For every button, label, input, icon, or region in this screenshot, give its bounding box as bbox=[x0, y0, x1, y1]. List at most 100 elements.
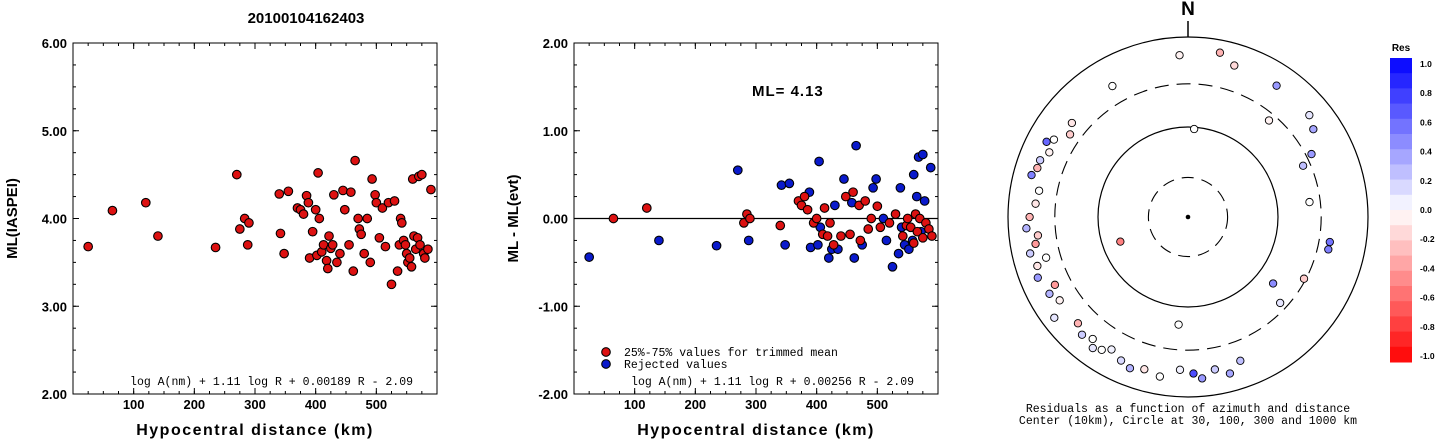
station-residual-point bbox=[1230, 61, 1239, 70]
colorbar-segment bbox=[1390, 286, 1412, 302]
colorbar-tick-label: -1.0 bbox=[1420, 351, 1435, 361]
station-residual-point bbox=[1197, 374, 1207, 383]
station-residual-point bbox=[1309, 125, 1318, 134]
x-tick-label: 500 bbox=[866, 397, 888, 412]
colorbar-tick-label: -0.6 bbox=[1420, 293, 1435, 303]
station-residual-point bbox=[1215, 48, 1225, 57]
station-residual-point bbox=[1035, 156, 1045, 165]
station-residual-point bbox=[1033, 163, 1042, 173]
station-residual-point bbox=[1033, 261, 1042, 271]
station-residual-point bbox=[1088, 334, 1097, 344]
colorbar-segment bbox=[1390, 149, 1412, 165]
x-axis-label: Hypocentral distance (km) bbox=[637, 422, 875, 439]
rejected-point bbox=[784, 178, 795, 189]
y-tick-label: 2.00 bbox=[543, 36, 568, 51]
colorbar-segment bbox=[1390, 179, 1412, 196]
data-point bbox=[396, 218, 407, 228]
rejected-point bbox=[851, 140, 861, 151]
data-point bbox=[307, 226, 318, 237]
trimmed-mean-point bbox=[905, 222, 916, 233]
station-residual-point bbox=[1025, 212, 1034, 222]
station-residual-point bbox=[1045, 148, 1054, 157]
rejected-point bbox=[849, 253, 860, 263]
rejected-point bbox=[839, 174, 849, 184]
station-residual-point bbox=[1190, 124, 1199, 134]
data-point bbox=[423, 244, 433, 255]
station-residual-point bbox=[1065, 130, 1075, 139]
station-residual-point bbox=[1031, 239, 1040, 249]
data-point bbox=[356, 229, 367, 240]
trimmed-mean-point bbox=[875, 222, 886, 233]
data-point bbox=[329, 189, 339, 200]
station-residual-point bbox=[1049, 135, 1059, 144]
trimmed-mean-point bbox=[836, 231, 846, 241]
data-point bbox=[359, 248, 370, 259]
data-point bbox=[332, 257, 342, 268]
colorbar-tick-label: 0.4 bbox=[1420, 147, 1432, 157]
colorbar-tick-label: -0.8 bbox=[1420, 322, 1435, 332]
data-point bbox=[310, 204, 321, 215]
polar-caption-line1: Residuals as a function of azimuth and d… bbox=[1026, 403, 1350, 416]
station-residual-point bbox=[1108, 81, 1117, 91]
trimmed-mean-point bbox=[848, 187, 858, 198]
rejected-point bbox=[780, 239, 790, 250]
data-point bbox=[107, 205, 118, 216]
station-residual-point bbox=[1325, 237, 1334, 247]
station-residual-point bbox=[1045, 289, 1054, 298]
rejected-point bbox=[893, 248, 904, 259]
rejected-point bbox=[868, 182, 878, 193]
rejected-point bbox=[881, 235, 892, 246]
circle-30km bbox=[1147, 176, 1229, 258]
data-point bbox=[392, 266, 403, 277]
residual-vs-distance-panel: -2.00 -1.00 0.00 1.00 2.00 100 200 300 400 500 Hyp… bbox=[505, 36, 939, 439]
station-residual-point bbox=[1067, 118, 1077, 128]
colorbar-segment bbox=[1390, 118, 1412, 135]
trimmed-mean-point bbox=[819, 203, 830, 213]
trimmed-mean-point bbox=[884, 218, 895, 228]
station-residual-point bbox=[1272, 81, 1281, 90]
y-tick-label: 4.00 bbox=[42, 212, 67, 227]
data-point bbox=[313, 168, 323, 178]
circle-100km bbox=[1097, 126, 1279, 308]
plot-frame bbox=[72, 42, 438, 395]
colorbar-segment bbox=[1390, 316, 1412, 333]
rejected-point bbox=[911, 191, 922, 202]
data-point bbox=[314, 213, 325, 224]
data-point bbox=[380, 241, 391, 252]
data-point bbox=[346, 187, 356, 198]
colorbar-segment bbox=[1390, 270, 1412, 287]
trimmed-mean-point bbox=[912, 226, 923, 237]
data-point bbox=[231, 169, 242, 180]
colorbar-segment bbox=[1390, 88, 1412, 105]
data-point bbox=[377, 203, 388, 213]
station-residual-point bbox=[1225, 369, 1235, 378]
x-tick-label: 500 bbox=[365, 397, 387, 412]
trimmed-mean-point bbox=[608, 213, 619, 224]
ml-annotation: ML= 4.13 bbox=[752, 83, 824, 100]
circle-300km bbox=[1054, 83, 1322, 351]
station-residual-point bbox=[1236, 356, 1245, 365]
y-tick-label: 3.00 bbox=[42, 299, 67, 314]
residual-colorbar: Res 1.0 0.8 0.6 0.4 0.2 0.0 -0.2 -0.4 -0.6 -0.8 -1.… bbox=[1390, 43, 1435, 363]
y-tick-label: -2.00 bbox=[538, 387, 568, 402]
rejected-point bbox=[823, 253, 834, 263]
station-residual-point bbox=[1175, 51, 1184, 60]
polar-caption-line2: Center (10km), Circle at 30, 100, 300 an… bbox=[1019, 415, 1357, 428]
rejected-point bbox=[908, 169, 919, 180]
formula-text: log A(nm) + 1.11 log R + 0.00256 R - 2.0… bbox=[631, 376, 914, 389]
data-point bbox=[350, 155, 360, 166]
rejected-point bbox=[813, 239, 823, 250]
colorbar-tick-label: 0.2 bbox=[1420, 176, 1432, 186]
station-residual-point bbox=[1276, 298, 1285, 308]
station-residual-point bbox=[1073, 319, 1083, 328]
trimmed-mean-point bbox=[902, 213, 913, 224]
x-tick-label: 200 bbox=[684, 397, 706, 412]
trimmed-mean-point bbox=[840, 191, 851, 202]
trimmed-mean-point bbox=[908, 238, 919, 248]
trimmed-mean-point bbox=[822, 231, 833, 241]
data-point bbox=[389, 196, 400, 206]
data-point bbox=[327, 239, 338, 250]
y-tick-label: 5.00 bbox=[42, 124, 67, 139]
formula-text: log A(nm) + 1.11 log R + 0.00189 R - 2.0… bbox=[130, 376, 413, 389]
